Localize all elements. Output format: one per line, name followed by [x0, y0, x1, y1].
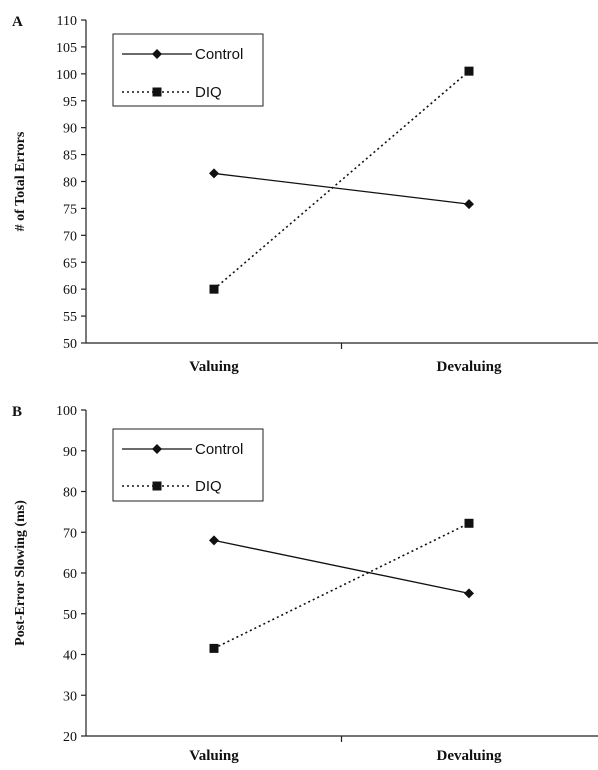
panel-letter: B	[12, 404, 22, 420]
legend: Control DIQ	[112, 428, 264, 502]
y-tick-label: 95	[63, 95, 77, 110]
legend: Control DIQ	[112, 33, 264, 107]
y-tick-label: 60	[63, 283, 77, 298]
y-tick-label: 30	[63, 689, 77, 704]
legend-label-diq: DIQ	[195, 84, 222, 101]
legend-marker-diq	[152, 481, 162, 491]
x-tick-label: Valuing	[189, 748, 239, 764]
y-tick-label: 100	[56, 68, 77, 83]
y-tick-label: 50	[63, 337, 77, 352]
y-tick-label: 20	[63, 730, 77, 745]
y-tick-label: 60	[63, 567, 77, 582]
y-tick-label: 80	[63, 486, 77, 501]
panel-b: B 20 30 40 50 60 70 80 90 100 Valuing Devaluing Post…	[12, 404, 598, 764]
y-tick-label: 65	[63, 256, 77, 271]
y-tick-label: 55	[63, 310, 77, 325]
y-tick-label: 50	[63, 608, 77, 623]
x-tick-label: Devaluing	[436, 748, 502, 764]
x-tick-label: Devaluing	[436, 359, 502, 375]
data-point-diq	[464, 66, 474, 76]
y-tick-label: 70	[63, 229, 77, 244]
legend-marker-control	[152, 444, 162, 454]
y-tick-label: 100	[56, 404, 77, 419]
series-line-diq	[213, 70, 470, 290]
y-tick-label: 90	[63, 122, 77, 137]
x-tick-label: Valuing	[189, 359, 239, 375]
data-point-diq	[209, 284, 219, 294]
data-point-diq	[464, 518, 474, 528]
data-point-control	[464, 588, 474, 599]
data-point-control	[209, 535, 219, 546]
panel-letter: A	[12, 14, 23, 30]
series-line-control	[213, 539, 470, 595]
legend-label-control: Control	[195, 46, 243, 63]
y-tick-label: 40	[63, 649, 77, 664]
legend-marker-diq	[152, 87, 162, 97]
data-point-control	[209, 168, 219, 179]
data-point-control	[464, 199, 474, 210]
legend-box	[112, 428, 264, 502]
y-axis-title: # of Total Errors	[13, 131, 28, 231]
y-tick-label: 110	[57, 14, 77, 29]
y-tick-label: 90	[63, 445, 77, 460]
panel-a: A 50 55 60 65 70 75 80 85 90 95 100 105 110 Valuing Dev…	[12, 14, 598, 375]
y-tick-label: 80	[63, 176, 77, 191]
y-tick-label: 75	[63, 202, 77, 217]
y-axis-title: Post-Error Slowing (ms)	[13, 500, 28, 646]
legend-label-control: Control	[195, 441, 243, 458]
series-line-diq	[213, 522, 470, 650]
y-tick-label: 85	[63, 149, 77, 164]
y-tick-label: 70	[63, 526, 77, 541]
y-tick-label: 105	[56, 41, 77, 56]
data-point-diq	[209, 643, 219, 653]
legend-marker-control	[152, 49, 162, 59]
legend-box	[112, 33, 264, 107]
series-line-control	[213, 172, 470, 205]
legend-label-diq: DIQ	[195, 478, 222, 495]
